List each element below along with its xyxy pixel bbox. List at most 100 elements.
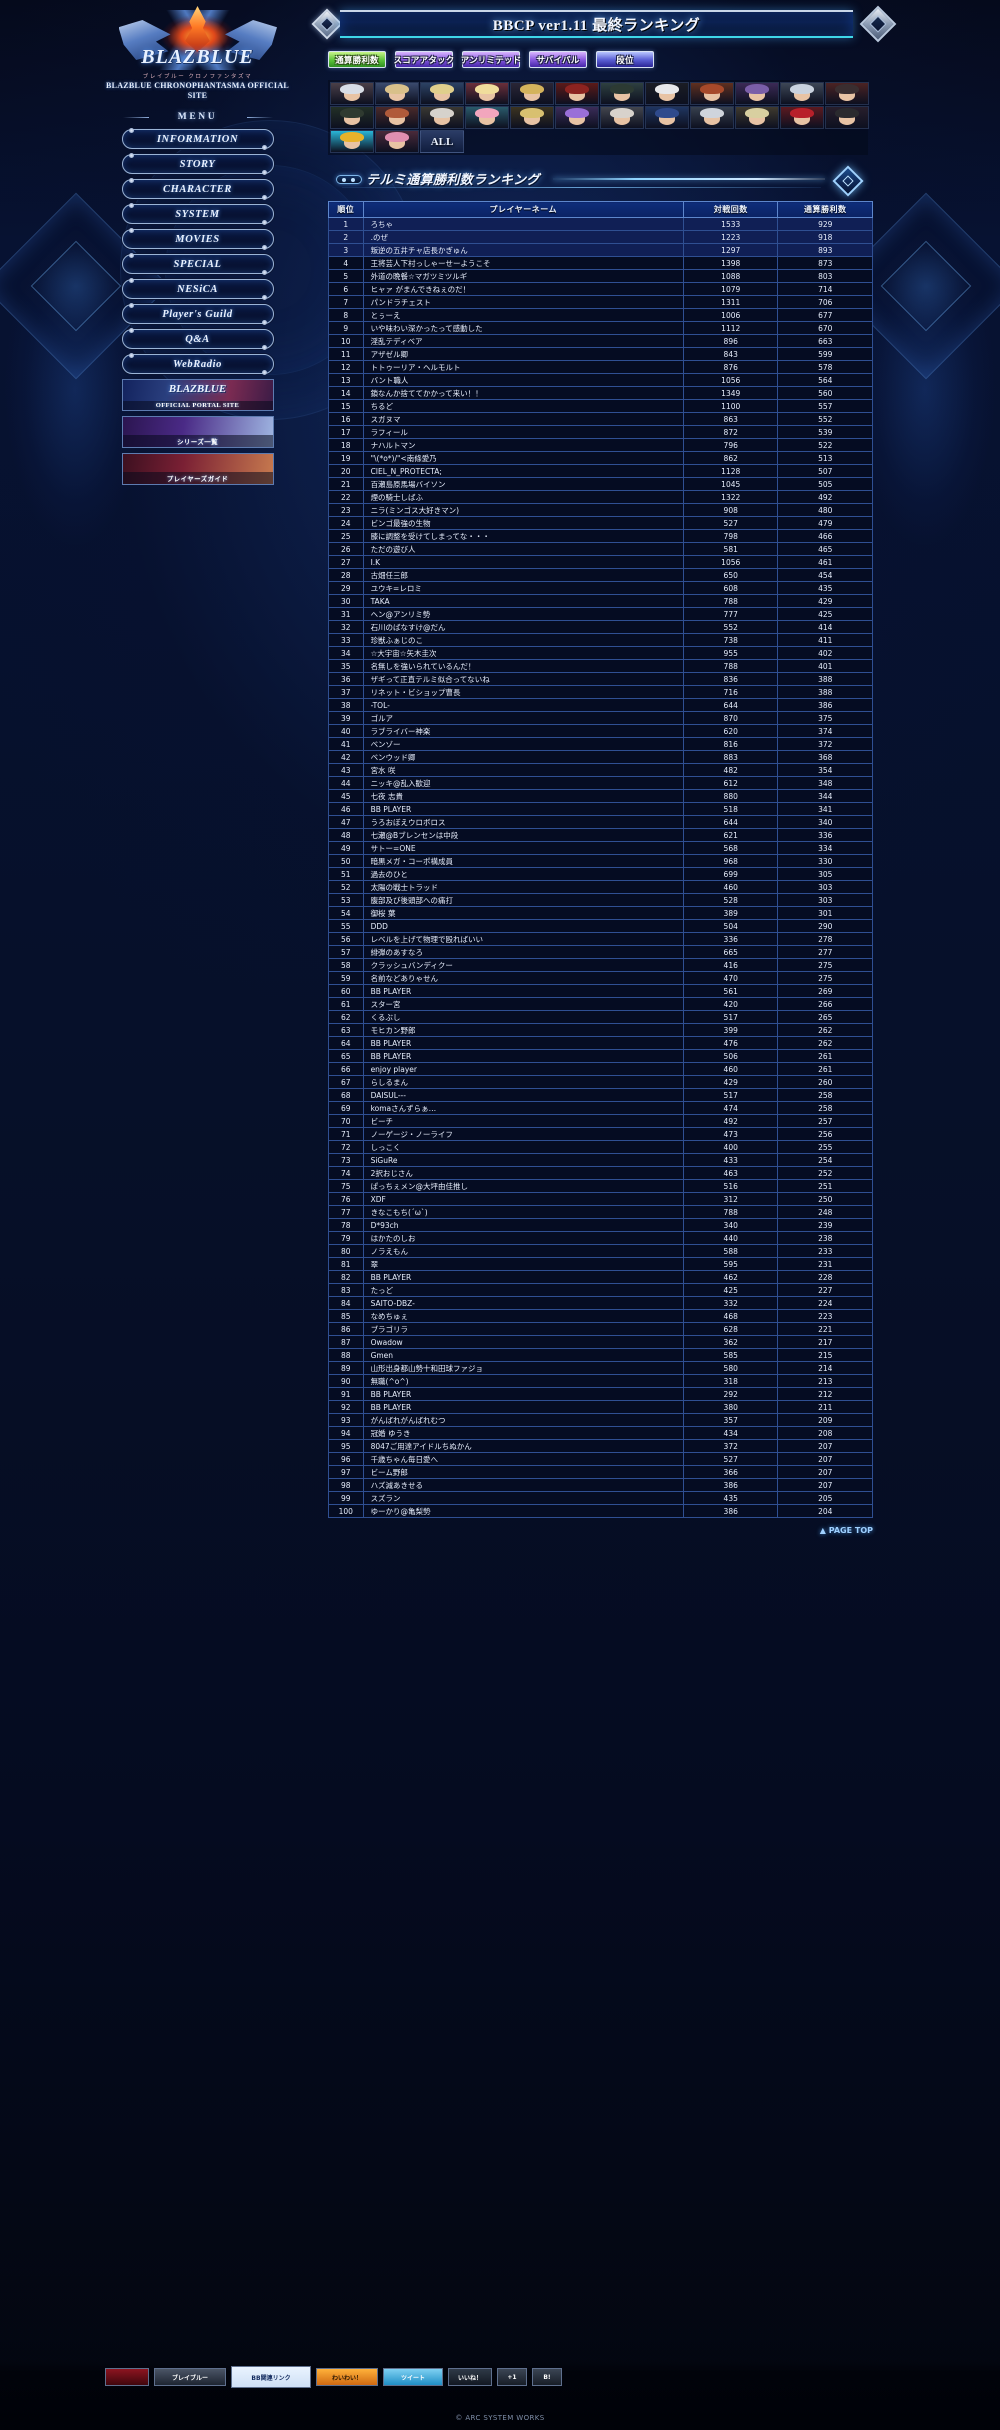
site-logo[interactable]: BLAZBLUE ブレイブルー クロノファンタズマ BLAZBLUE CHRON… xyxy=(105,6,290,102)
cell-player-name: らしるまん xyxy=(362,1075,684,1089)
tab-label: アンリミテッド xyxy=(460,55,522,66)
cell-player-name: しっこく xyxy=(362,1140,684,1154)
cell-player-name: リネット・ビショップ曹長 xyxy=(362,685,684,699)
cell-rank: 91 xyxy=(328,1387,364,1401)
cell-total-wins: 341 xyxy=(777,802,873,816)
character-icon-valkenhayn[interactable] xyxy=(510,106,554,129)
table-row: 3 叛逆の五井チャ店長かぎゅん 1297 893 xyxy=(328,243,873,257)
cell-player-name: レベルを上げて物理で殴ればいい xyxy=(362,932,684,946)
cell-total-wins: 334 xyxy=(777,841,873,855)
character-icon-hakumen[interactable] xyxy=(780,82,824,105)
character-icon-bullet[interactable] xyxy=(690,106,734,129)
character-icon-taokaka[interactable] xyxy=(510,82,554,105)
sidebar-banner-3[interactable]: プレイヤーズガイド xyxy=(121,453,274,485)
cell-total-wins: 507 xyxy=(777,464,873,478)
table-row: 23 ニラ(ミンゴス大好きマン) 908 480 xyxy=(328,503,873,517)
column-header-player-name[interactable]: プレイヤーネーム xyxy=(362,201,684,218)
sidebar-item-character[interactable]: CHARACTER xyxy=(121,178,274,200)
cell-player-name: ベンウッド卿 xyxy=(362,750,684,764)
tab-3[interactable]: サバイバル xyxy=(529,51,587,68)
cell-total-wins: 560 xyxy=(777,386,873,400)
character-icon-arakune[interactable] xyxy=(645,82,689,105)
sidebar-item-q-a[interactable]: Q&A xyxy=(121,328,274,350)
cell-player-name: CIEL_N_PROTECTA; xyxy=(362,464,684,478)
cell-rank: 44 xyxy=(328,776,364,790)
waiwai-button[interactable]: わいわい！ xyxy=(316,2368,378,2386)
character-icon-rachel[interactable] xyxy=(465,82,509,105)
table-row: 13 バント職人 1056 564 xyxy=(328,373,873,387)
column-header-rank[interactable]: 順位 xyxy=(328,201,364,218)
sidebar-item-player-s-guild[interactable]: Player's Guild xyxy=(121,303,274,325)
table-row: 53 腹部及び後頭部への痛打 528 303 xyxy=(328,893,873,907)
character-icon-tsubaki[interactable] xyxy=(375,106,419,129)
character-icon-bang[interactable] xyxy=(690,82,734,105)
sidebar-item-special[interactable]: SPECIAL xyxy=(121,253,274,275)
table-row: 40 ラブライバー神楽 620 374 xyxy=(328,724,873,738)
table-row: 12 トトゥーリア・ヘルモルト 876 578 xyxy=(328,360,873,374)
cell-rank: 92 xyxy=(328,1400,364,1414)
character-icon-all[interactable]: ALL xyxy=(420,130,464,153)
ranking-header-knob-icon xyxy=(336,175,362,184)
cell-total-wins: 262 xyxy=(777,1023,873,1037)
cell-player-name: BB PLAYER xyxy=(362,1400,684,1414)
cell-matches: 506 xyxy=(682,1049,779,1063)
cell-rank: 50 xyxy=(328,854,364,868)
character-icon-iron-tager[interactable] xyxy=(555,82,599,105)
character-icon-izayoi[interactable] xyxy=(600,106,644,129)
column-header-total-wins[interactable]: 通算勝利数 xyxy=(777,201,873,218)
cell-player-name: -TOL- xyxy=(362,698,684,712)
character-icon-amane[interactable] xyxy=(645,106,689,129)
cell-matches: 628 xyxy=(682,1322,779,1336)
cell-total-wins: 513 xyxy=(777,451,873,465)
tweet-button[interactable]: ツイート xyxy=(383,2368,443,2386)
character-icon-carl[interactable] xyxy=(735,82,779,105)
tab-4[interactable]: 段位 xyxy=(596,51,654,68)
sidebar-item-information[interactable]: INFORMATION xyxy=(121,128,274,150)
character-icon-nine[interactable] xyxy=(825,106,869,129)
character-icon-relius[interactable] xyxy=(555,106,599,129)
cell-player-name: BB PLAYER xyxy=(362,1270,684,1284)
character-icon-noel[interactable] xyxy=(420,82,464,105)
tab-label: 通算勝利数 xyxy=(335,55,379,66)
column-header-matches[interactable]: 対戦回数 xyxy=(682,201,779,218)
character-icon-litchi[interactable] xyxy=(600,82,644,105)
sidebar-item-nesica[interactable]: NESiCA xyxy=(121,278,274,300)
sidebar-item-system[interactable]: SYSTEM xyxy=(121,203,274,225)
tab-0[interactable]: 通算勝利数 xyxy=(328,51,386,68)
page-top-link[interactable]: ▲ PAGE TOP xyxy=(819,1526,873,1535)
character-icon-platinum[interactable] xyxy=(465,106,509,129)
character-icon-jin[interactable] xyxy=(375,82,419,105)
character-icon-kokonoe[interactable] xyxy=(330,130,374,153)
hatena-button[interactable]: B! xyxy=(532,2368,562,2386)
character-icon-hades[interactable] xyxy=(420,106,464,129)
cell-rank: 94 xyxy=(328,1426,364,1440)
blazblue-series-button[interactable]: ブレイブルー xyxy=(154,2368,226,2386)
sidebar-item-story[interactable]: STORY xyxy=(121,153,274,175)
cell-player-name: ろちゃ xyxy=(362,217,684,231)
ranking-header-line-secondary xyxy=(342,187,821,188)
arcsys-logo-button[interactable] xyxy=(105,2368,149,2386)
bb-related-links-button[interactable]: BB関連リンク xyxy=(231,2366,311,2388)
logo-subtitle: BLAZBLUE CHRONOPHANTASMA OFFICIAL SITE xyxy=(105,81,290,100)
sidebar-item-webradio[interactable]: WebRadio xyxy=(121,353,274,375)
cell-total-wins: 663 xyxy=(777,334,873,348)
character-icon-celica[interactable] xyxy=(375,130,419,153)
tab-1[interactable]: スコアアタック xyxy=(394,51,454,68)
cell-player-name: 煙の騎士しばふ xyxy=(362,490,684,504)
plus-one-button[interactable]: +1 xyxy=(497,2368,527,2386)
character-icon-azrael[interactable] xyxy=(735,106,779,129)
sidebar-item-movies[interactable]: MOVIES xyxy=(121,228,274,250)
cell-matches: 1349 xyxy=(682,386,779,400)
cell-matches: 435 xyxy=(682,1491,779,1505)
sidebar-item-label: SYSTEM xyxy=(175,208,220,220)
character-icon-ragna[interactable] xyxy=(330,82,374,105)
page-title-plate: BBCP ver1.11 最終ランキング xyxy=(340,10,853,38)
like-button[interactable]: いいね！ xyxy=(448,2368,492,2386)
sidebar-banner-1[interactable]: BLAZBLUE OFFICIAL PORTAL SITE xyxy=(121,379,274,411)
sidebar-banner-2[interactable]: シリーズ一覧 xyxy=(121,416,274,448)
tab-2[interactable]: アンリミテッド xyxy=(460,51,522,68)
character-icon-nu-13[interactable] xyxy=(825,82,869,105)
character-icon-kagura[interactable] xyxy=(780,106,824,129)
character-icon-hazama[interactable] xyxy=(330,106,374,129)
cell-matches: 463 xyxy=(682,1166,779,1180)
